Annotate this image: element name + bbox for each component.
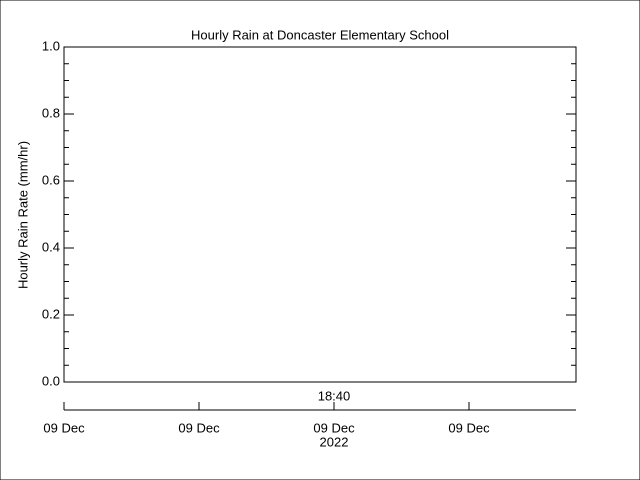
y-axis-label: Hourly Rain Rate (mm/hr) <box>15 141 30 289</box>
x-tick-label: 09 Dec <box>43 420 85 435</box>
x-tick-label: 09 Dec <box>178 420 220 435</box>
x-time-label: 18:40 <box>318 388 351 403</box>
x-tick-label: 09 Dec <box>313 420 355 435</box>
x-year-label: 2022 <box>320 434 349 449</box>
y-tick-label: 0.0 <box>42 373 60 388</box>
y-tick-label: 0.4 <box>42 239 60 254</box>
y-tick-label: 0.8 <box>42 105 60 120</box>
chart-title: Hourly Rain at Doncaster Elementary Scho… <box>191 27 449 42</box>
y-tick-label: 0.2 <box>42 306 60 321</box>
y-tick-label: 1.0 <box>42 38 60 53</box>
y-tick-label: 0.6 <box>42 172 60 187</box>
x-tick-label: 09 Dec <box>448 420 490 435</box>
